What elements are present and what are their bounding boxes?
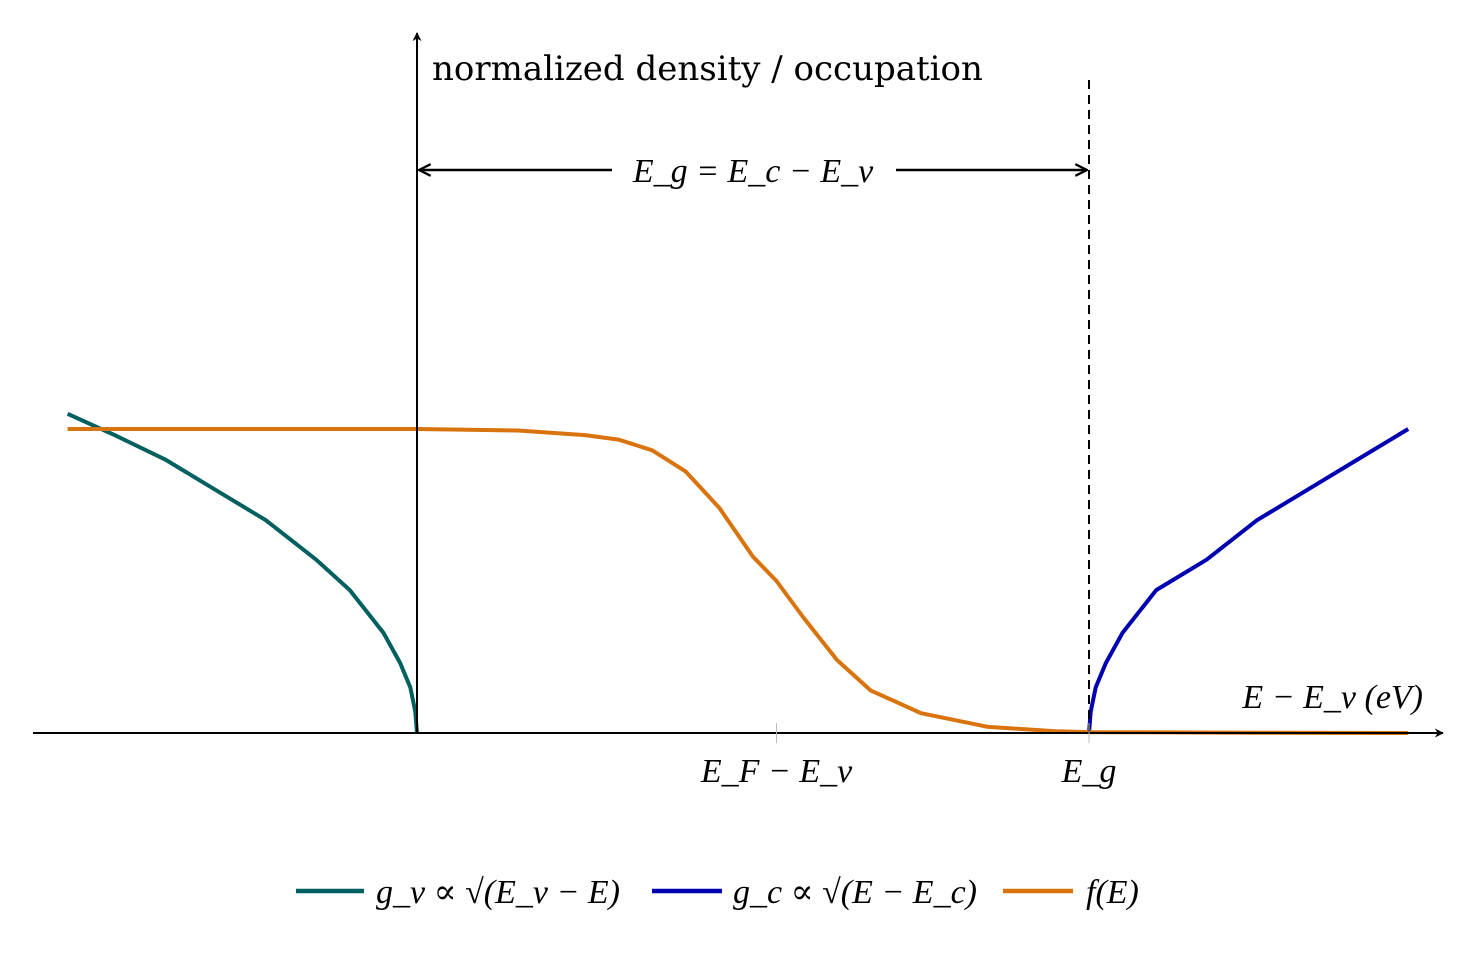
x-tick-label-1: E_g	[1061, 753, 1117, 790]
legend-label-2: f(E)	[1086, 874, 1139, 911]
gap-annotation: E_g = E_c − E_v	[632, 153, 874, 190]
tick-layer: E_F − E_v E_g	[700, 723, 1117, 790]
series-layer	[66, 411, 1410, 735]
x-axis-label: E − E_v (eV)	[1241, 679, 1423, 716]
legend-label-1: g_c ∝ √(E − E_c)	[733, 874, 977, 911]
x-tick-label-0: E_F − E_v	[700, 753, 853, 790]
y-axis-label: normalized density / occupation	[432, 49, 983, 89]
series-line-0	[66, 411, 419, 734]
legend: g_v ∝ √(E_v − E) g_c ∝ √(E − E_c) f(E)	[296, 874, 1139, 911]
legend-label-0: g_v ∝ √(E_v − E)	[376, 874, 620, 911]
series-line-1	[1087, 427, 1410, 734]
series-line-2	[67, 427, 1409, 735]
